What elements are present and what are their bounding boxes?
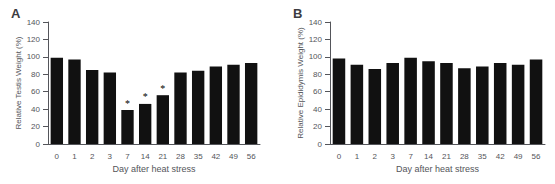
svg-text:42: 42: [211, 152, 220, 161]
svg-text:20: 20: [31, 122, 40, 131]
svg-text:140: 140: [27, 18, 41, 27]
svg-text:0: 0: [337, 152, 342, 161]
svg-text:Relative Testis Weight (%): Relative Testis Weight (%): [14, 36, 23, 129]
svg-text:3: 3: [390, 152, 395, 161]
svg-text:35: 35: [478, 152, 487, 161]
svg-text:7: 7: [408, 152, 413, 161]
svg-text:7: 7: [125, 152, 130, 161]
svg-text:B: B: [293, 6, 302, 21]
svg-text:35: 35: [194, 152, 203, 161]
svg-text:2: 2: [373, 152, 378, 161]
svg-text:120: 120: [27, 35, 41, 44]
svg-text:56: 56: [532, 152, 541, 161]
svg-text:0: 0: [55, 152, 60, 161]
svg-text:49: 49: [229, 152, 238, 161]
svg-text:140: 140: [309, 18, 323, 27]
svg-text:20: 20: [313, 122, 322, 131]
svg-text:60: 60: [31, 87, 40, 96]
svg-text:14: 14: [141, 152, 150, 161]
svg-text:40: 40: [31, 105, 40, 114]
svg-text:40: 40: [313, 105, 322, 114]
svg-text:A: A: [11, 6, 21, 21]
svg-text:49: 49: [514, 152, 523, 161]
svg-text:14: 14: [424, 152, 433, 161]
svg-text:1: 1: [355, 152, 360, 161]
svg-text:80: 80: [31, 70, 40, 79]
svg-text:56: 56: [247, 152, 256, 161]
svg-text:21: 21: [442, 152, 451, 161]
svg-text:Day after heat stress: Day after heat stress: [112, 164, 196, 174]
svg-text:Day after heat stress: Day after heat stress: [396, 164, 480, 174]
svg-text:0: 0: [318, 140, 323, 149]
svg-text:60: 60: [313, 87, 322, 96]
svg-text:100: 100: [27, 52, 41, 61]
svg-text:*: *: [160, 83, 165, 94]
svg-text:*: *: [125, 98, 130, 109]
svg-text:3: 3: [108, 152, 113, 161]
svg-text:0: 0: [36, 140, 41, 149]
svg-text:1: 1: [72, 152, 77, 161]
svg-text:100: 100: [309, 52, 323, 61]
svg-text:21: 21: [158, 152, 167, 161]
svg-text:42: 42: [496, 152, 505, 161]
svg-text:28: 28: [176, 152, 185, 161]
svg-text:*: *: [143, 91, 148, 102]
svg-text:28: 28: [460, 152, 469, 161]
svg-text:120: 120: [309, 35, 323, 44]
svg-text:Relative Epididymis Weight (%): Relative Epididymis Weight (%): [296, 27, 305, 139]
svg-text:80: 80: [313, 70, 322, 79]
svg-text:2: 2: [90, 152, 95, 161]
